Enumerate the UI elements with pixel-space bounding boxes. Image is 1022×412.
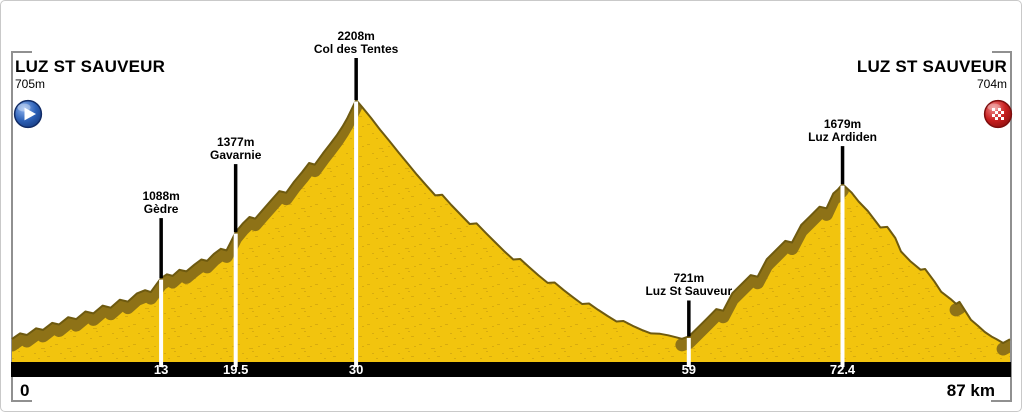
marker-label: 721m Luz St Sauveur: [645, 272, 732, 298]
axis-tick: 72.4: [829, 362, 856, 377]
play-icon[interactable]: [13, 99, 43, 129]
marker-name: Gavarnie: [210, 148, 262, 163]
axis-end-label: 87 km: [946, 381, 995, 400]
marker-label: 1377m Gavarnie: [210, 136, 261, 162]
marker-stem: [840, 146, 845, 185]
start-town-name: LUZ ST SAUVEUR: [15, 57, 166, 76]
start-elevation: 705m: [15, 77, 46, 91]
finish-elevation: 704m: [976, 77, 1007, 91]
marker-label: 1679m Luz Ardiden: [808, 118, 877, 144]
marker-stem: [354, 58, 358, 100]
checkered-finish-icon: [983, 99, 1013, 129]
axis-tick: 30: [348, 362, 364, 377]
marker-stem: [159, 218, 163, 279]
axis-tick: 59: [681, 362, 697, 377]
marker-name: Col des Tentes: [313, 42, 399, 56]
marker-elevation: 1377m: [217, 135, 255, 150]
axis-tick: 19.5: [223, 362, 249, 377]
marker-elevation: 2208m: [337, 29, 375, 43]
marker-elevation: 1679m: [823, 117, 862, 132]
marker-line: [159, 279, 164, 367]
marker-name: Luz Ardiden: [808, 130, 877, 145]
finish-town-name: LUZ ST SAUVEUR: [856, 57, 1007, 76]
marker-stem: [687, 300, 691, 337]
km-axis-bar: [11, 362, 1011, 377]
marker-label: 2208m Col des Tentes: [314, 30, 398, 56]
marker-elevation: 721m: [673, 271, 705, 286]
start-bracket: [11, 51, 32, 402]
marker-name: Luz St Sauveur: [645, 284, 733, 299]
marker-line: [840, 185, 845, 367]
climb-shading: [12, 100, 1010, 356]
marker-line: [686, 338, 691, 367]
marker-line: [354, 101, 359, 367]
axis-origin-label: 0: [20, 381, 30, 400]
finish-bracket: [991, 51, 1012, 402]
marker-elevation: 1088m: [142, 189, 180, 204]
marker-stem: [233, 164, 238, 233]
axis-tick: 13: [153, 362, 169, 377]
marker-name: Gèdre: [143, 202, 179, 217]
marker-label: 1088m Gèdre: [142, 190, 179, 216]
marker-line: [233, 233, 238, 367]
